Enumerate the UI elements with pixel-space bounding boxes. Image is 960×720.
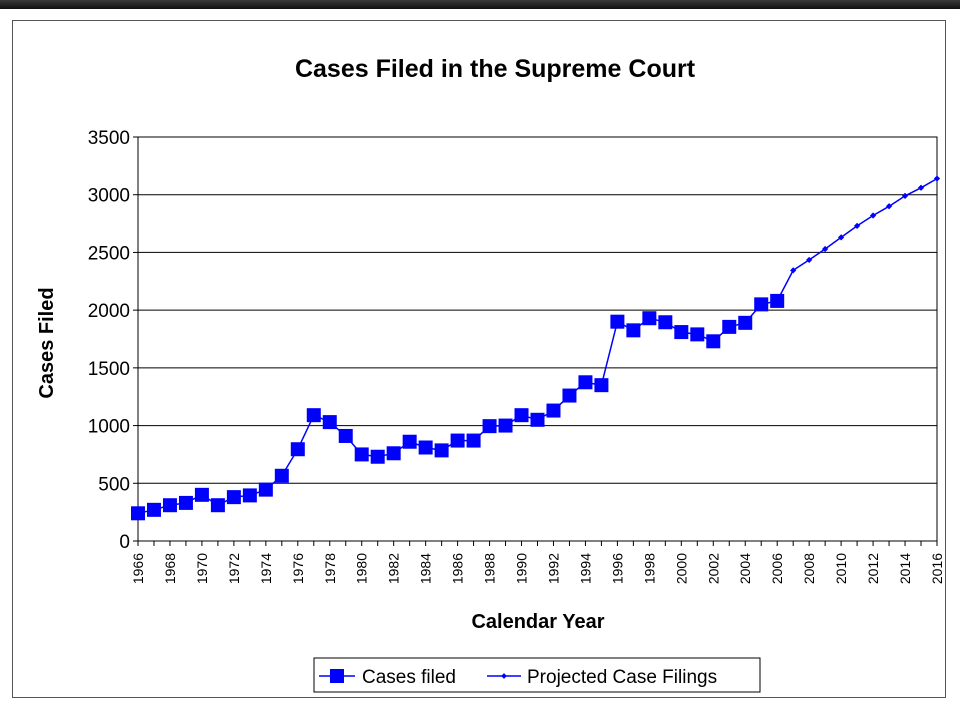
- chart-title: Cases Filed in the Supreme Court: [295, 55, 696, 83]
- x-tick-label: 1976: [290, 553, 306, 584]
- cases-filed-point: [322, 415, 337, 430]
- x-tick-label: 2012: [865, 553, 881, 584]
- cases-filed-point: [306, 408, 321, 423]
- cases-filed-point: [690, 327, 705, 342]
- cases-filed-point: [178, 495, 193, 510]
- cases-filed-point: [562, 388, 577, 403]
- cases-filed-point: [386, 446, 401, 461]
- y-axis-title: Cases Filed: [36, 287, 58, 398]
- x-tick-label: 2002: [705, 553, 721, 584]
- x-tick-label: 2014: [897, 553, 913, 584]
- x-tick-label: 2000: [673, 553, 689, 584]
- x-tick-label: 1984: [418, 553, 434, 584]
- cases-filed-point: [610, 314, 625, 329]
- x-tick-label: 2016: [929, 553, 945, 584]
- y-tick-label: 2500: [88, 243, 130, 264]
- cases-filed-point: [482, 419, 497, 434]
- cases-filed-point: [546, 403, 561, 418]
- cases-filed-point: [162, 498, 177, 513]
- x-tick-label: 2010: [833, 553, 849, 584]
- y-axis-ticks: 0 500 1000 1500 2000 2500 3000 3500: [88, 128, 138, 553]
- chart-svg: Cases Filed in the Supreme Court 0 500 100…: [36, 55, 945, 693]
- legend-label-projected: Projected Case Filings: [527, 667, 717, 688]
- x-tick-label: 1980: [354, 553, 370, 584]
- cases-filed-point: [642, 311, 657, 326]
- cases-filed-point: [626, 323, 641, 338]
- x-tick-label: 1988: [482, 553, 498, 584]
- cases-filed-point: [242, 488, 257, 503]
- legend-marker-cases-filed: [330, 669, 344, 683]
- x-tick-label: 2008: [801, 553, 817, 584]
- cases-filed-point: [578, 375, 593, 390]
- chart-frame: Cases Filed in the Supreme Court 0 500 100…: [12, 20, 946, 698]
- cases-filed-point: [722, 319, 737, 334]
- y-tick-label: 3500: [88, 128, 130, 149]
- x-tick-label: 1982: [386, 553, 402, 584]
- cases-filed-point: [594, 378, 609, 393]
- cases-filed-point: [674, 325, 689, 340]
- series-markers: [131, 175, 941, 521]
- cases-filed-point: [514, 408, 529, 423]
- x-tick-label: 1974: [258, 553, 274, 584]
- cases-filed-point: [466, 433, 481, 448]
- cases-filed-point: [770, 293, 785, 308]
- y-tick-label: 2000: [88, 301, 130, 322]
- x-axis-ticks: 1966 1968 1970 1972 1974 1976 1978 1980 1982 1984…: [130, 541, 945, 584]
- grid-lines: [138, 136, 937, 484]
- cases-filed-point: [530, 412, 545, 427]
- legend: Cases filed Projected Case Filings: [313, 657, 761, 693]
- x-tick-label: 1972: [226, 553, 242, 584]
- cases-filed-point: [402, 434, 417, 449]
- cases-filed-point: [706, 334, 721, 349]
- window-top-bar: [0, 0, 960, 9]
- cases-filed-point: [658, 315, 673, 330]
- cases-filed-point: [754, 297, 769, 312]
- x-tick-label: 1986: [450, 553, 466, 584]
- x-tick-label: 1970: [194, 553, 210, 584]
- cases-filed-point: [370, 449, 385, 464]
- cases-filed-point: [418, 440, 433, 455]
- cases-filed-point: [258, 482, 273, 497]
- projected-point: [806, 256, 813, 264]
- cases-filed-point: [131, 506, 145, 521]
- x-tick-label: 1990: [514, 553, 530, 584]
- x-tick-label: 1998: [641, 553, 657, 584]
- x-tick-label: 1992: [545, 553, 561, 584]
- cases-filed-point: [338, 428, 353, 443]
- x-axis-title: Calendar Year: [471, 611, 604, 633]
- cases-filed-point: [354, 447, 369, 462]
- cases-filed-point: [738, 315, 753, 330]
- legend-marker-projected: [501, 673, 507, 679]
- cases-filed-point: [226, 490, 241, 505]
- x-tick-label: 2006: [769, 553, 785, 584]
- cases-filed-point: [146, 502, 161, 517]
- cases-filed-point: [450, 433, 465, 448]
- cases-filed-point: [498, 418, 513, 433]
- x-tick-label: 1994: [577, 553, 593, 584]
- y-tick-label: 0: [119, 532, 130, 553]
- legend-box: [313, 657, 761, 693]
- x-tick-label: 1966: [130, 553, 146, 584]
- plot-area: [137, 136, 938, 542]
- x-tick-label: 1978: [322, 553, 338, 584]
- plot-border: [137, 136, 938, 542]
- cases-filed-point: [210, 498, 225, 513]
- legend-label-cases-filed: Cases filed: [362, 667, 456, 688]
- y-tick-label: 1500: [88, 359, 130, 380]
- cases-filed-point: [290, 442, 305, 457]
- y-tick-label: 1000: [88, 417, 130, 438]
- y-tick-label: 500: [98, 474, 130, 495]
- cases-filed-point: [274, 468, 289, 483]
- x-tick-label: 1968: [162, 553, 178, 584]
- cases-filed-point: [434, 443, 449, 458]
- x-tick-label: 2004: [737, 553, 753, 584]
- y-tick-label: 3000: [88, 186, 130, 207]
- x-tick-label: 1996: [609, 553, 625, 584]
- cases-filed-point: [194, 487, 209, 502]
